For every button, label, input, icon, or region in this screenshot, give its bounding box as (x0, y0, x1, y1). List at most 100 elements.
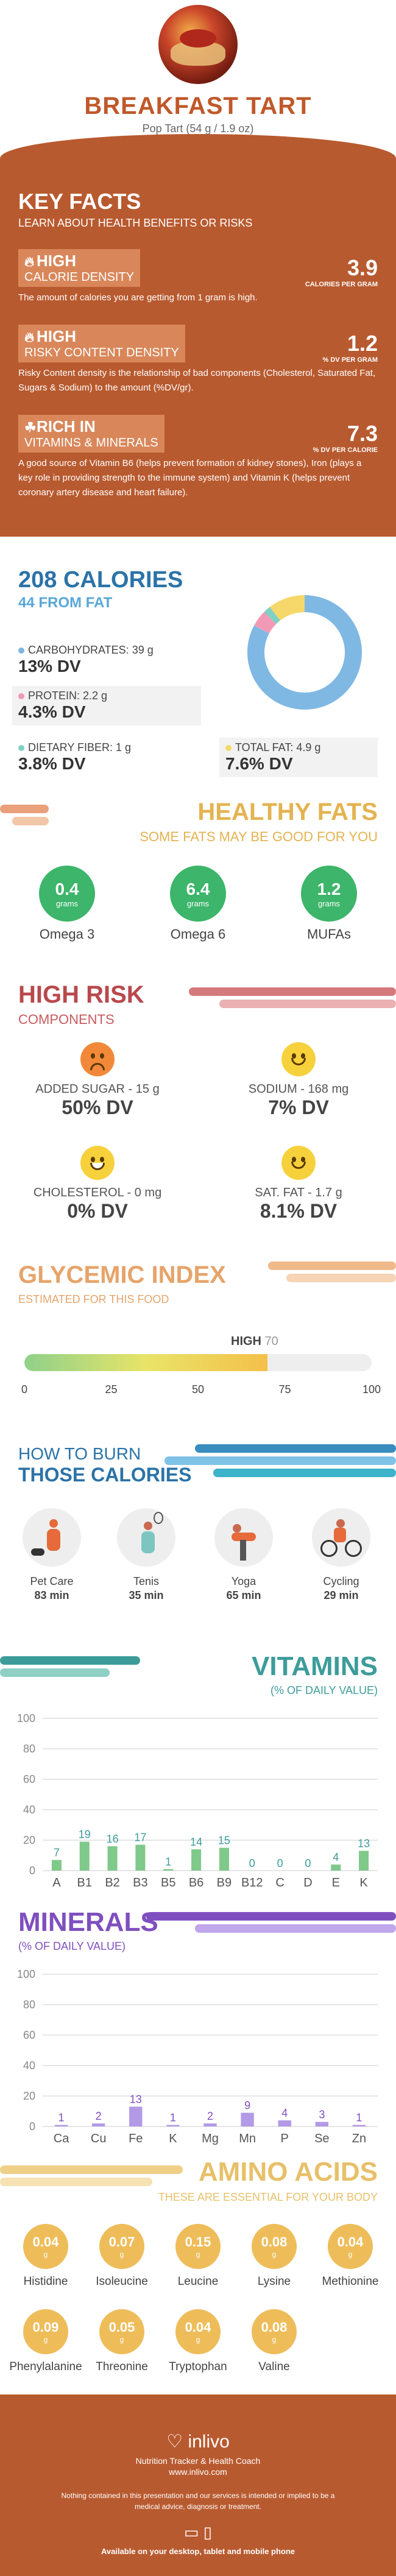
vitamin-value-label: 0 (277, 1857, 283, 1869)
healthy-fats-subtitle: SOME FATS MAY BE GOOD FOR YOU (140, 829, 378, 844)
calories-section: 208 CALORIES 44 FROM FAT CARBOHYDRATES: … (0, 537, 396, 792)
activity-name: Tenis (133, 1575, 160, 1587)
amino-name: Isoleucine (96, 2275, 148, 2288)
tennis-icon (117, 1508, 175, 1567)
fat-name: Omega 6 (170, 926, 226, 942)
amino-unit: g (119, 2335, 124, 2344)
fact-level: HIGH (37, 327, 76, 345)
dog-walking-icon (23, 1508, 81, 1567)
devices-icon: ▭ ▯ (183, 2523, 213, 2541)
decor-stroke (0, 2165, 183, 2174)
amino-subtitle: THESE ARE ESSENTIAL FOR YOUR BODY (158, 2191, 378, 2203)
header: BREAKFAST TART Pop Tart (54 g / 1.9 oz) (0, 0, 396, 152)
fat-unit: grams (186, 898, 210, 908)
vitamin-bar-B2 (107, 1846, 118, 1871)
vitamin-value-label: 7 (54, 1847, 60, 1859)
fact-description: Risky Content density is the relationshi… (18, 368, 376, 393)
macro-dv: 13% DV (18, 657, 81, 676)
fact-number: 7.3 (347, 421, 378, 446)
vitamin-category-label: B9 (217, 1876, 232, 1890)
fact-value: 3.9 CALORIES PER GRAM (305, 255, 378, 288)
vitamins-bar-chart: 0204060801007A19B116B217B31B514B615B90B1… (17, 1712, 378, 1890)
amino-name: Lysine (257, 2275, 291, 2288)
activity-minutes: 29 min (324, 1589, 359, 1601)
burn-title-2: THOSE CALORIES (18, 1464, 192, 1486)
vitamin-bar-B1 (79, 1841, 90, 1871)
mineral-ytick-label: 60 (23, 2029, 35, 2041)
vitamins-title: VITAMINS (252, 1651, 378, 1681)
fat-name: Omega 3 (39, 926, 95, 942)
footer-disclaimer: Nothing contained in this presentation a… (61, 2491, 335, 2511)
footer-availability: Available on your desktop, tablet and mo… (101, 2547, 295, 2556)
amino-badge: 0.08 g (252, 2224, 297, 2269)
activity-yoga: Yoga 65 min (204, 1508, 283, 1602)
amino-value: 0.04 (32, 2234, 59, 2250)
mineral-bar-Cu (91, 2123, 105, 2126)
amino-value: 0.05 (108, 2320, 135, 2335)
fact-number: 1.2 (347, 331, 378, 356)
mineral-ytick-label: 80 (23, 1999, 35, 2011)
footer-logo[interactable]: ♡ inlivo (0, 2431, 396, 2452)
activity-minutes: 65 min (226, 1589, 261, 1601)
decor-stroke (12, 817, 49, 825)
decor-stroke (213, 1469, 396, 1477)
protein-dot-icon (18, 693, 24, 699)
sad-face-icon (80, 1042, 115, 1076)
mineral-ytick-label: 0 (29, 2120, 35, 2133)
flame-icon: 🔥︎ (24, 330, 35, 345)
glycemic-title: GLYCEMIC INDEX (18, 1262, 226, 1288)
macro-fiber: DIETARY FIBER: 1 g 3.8% DV (12, 738, 137, 777)
glycemic-marker: HIGH 70 (231, 1335, 278, 1349)
amino-valine: 0.08 g Valine (238, 2309, 311, 2374)
fat-name: MUFAs (306, 926, 352, 942)
mineral-category-label: Se (314, 2132, 329, 2145)
high-risk-section: HIGH RISK COMPONENTS ADDED SUGAR - 15 g … (0, 975, 396, 1249)
mineral-bar-Fe (129, 2106, 143, 2126)
footer-tagline: Nutrition Tracker & Health Coach (135, 2456, 261, 2466)
risk-cholesterol: CHOLESTEROL - 0 mg 0% DV (18, 1146, 177, 1223)
amino-value: 0.04 (185, 2320, 211, 2335)
decor-stroke (0, 1656, 140, 1665)
amino-badge: 0.08 g (252, 2309, 297, 2354)
fact-description: The amount of calories you are getting f… (18, 292, 258, 303)
key-facts-subtitle: LEARN ABOUT HEALTH BENEFITS OR RISKS (18, 217, 253, 229)
amino-phenylalanine: 0.09 g Phenylalanine (9, 2309, 82, 2374)
mineral-category-label: P (281, 2132, 289, 2145)
mineral-ytick-label: 100 (17, 1968, 35, 1980)
fact-level: RICH IN (37, 417, 96, 436)
fact-label: VITAMINS & MINERALS (24, 436, 158, 450)
fact-unit: CALORIES PER GRAM (305, 281, 378, 288)
fact-calorie-density: 🔥︎ HIGH CALORIE DENSITY 3.9 CALORIES PER … (18, 249, 378, 305)
decor-stroke (0, 805, 49, 813)
vitamin-value-label: 0 (305, 1857, 311, 1869)
fact-label: RISKY CONTENT DENSITY (24, 346, 179, 359)
mineral-bar-Mn (241, 2112, 254, 2126)
amino-badge: 0.15 g (175, 2224, 221, 2269)
fat-omega-6: 6.4 grams Omega 6 (161, 866, 235, 942)
vitamin-bar-B3 (135, 1844, 146, 1871)
amino-leucine: 0.15 g Leucine (161, 2224, 235, 2288)
cycling-icon (312, 1508, 370, 1567)
vitamin-category-label: D (303, 1876, 312, 1890)
footer-url-link[interactable]: www.inlivo.com (169, 2467, 227, 2477)
fact-risky-content: 🔥︎ HIGH RISKY CONTENT DENSITY 1.2 % DV PE… (18, 325, 378, 395)
amino-name: Leucine (177, 2275, 219, 2288)
decor-stroke (0, 2178, 152, 2186)
minerals-title: MINERALS (18, 1907, 158, 1937)
vitamin-bar-B6 (191, 1849, 202, 1871)
amino-acids-section: AMINO ACIDS THESE ARE ESSENTIAL FOR YOUR… (0, 2157, 396, 2394)
activity-minutes: 83 min (34, 1589, 69, 1601)
amino-isoleucine: 0.07 g Isoleucine (85, 2224, 158, 2288)
fat-dot-icon (225, 745, 232, 751)
amino-value: 0.09 (32, 2320, 59, 2335)
mineral-category-label: Fe (129, 2132, 143, 2145)
vitamin-value-label: 16 (107, 1833, 119, 1845)
glycemic-tick-label: 25 (105, 1383, 118, 1396)
amino-name: Valine (258, 2360, 290, 2373)
key-facts-section: KEY FACTS LEARN ABOUT HEALTH BENEFITS OR… (0, 158, 396, 537)
vitamin-ytick-label: 0 (29, 1865, 35, 1877)
vitamin-ytick-label: 40 (23, 1804, 35, 1816)
amino-value: 0.08 (261, 2320, 288, 2335)
heart-icon: ♡ (166, 2432, 183, 2452)
glycemic-tick-label: 100 (362, 1383, 381, 1396)
